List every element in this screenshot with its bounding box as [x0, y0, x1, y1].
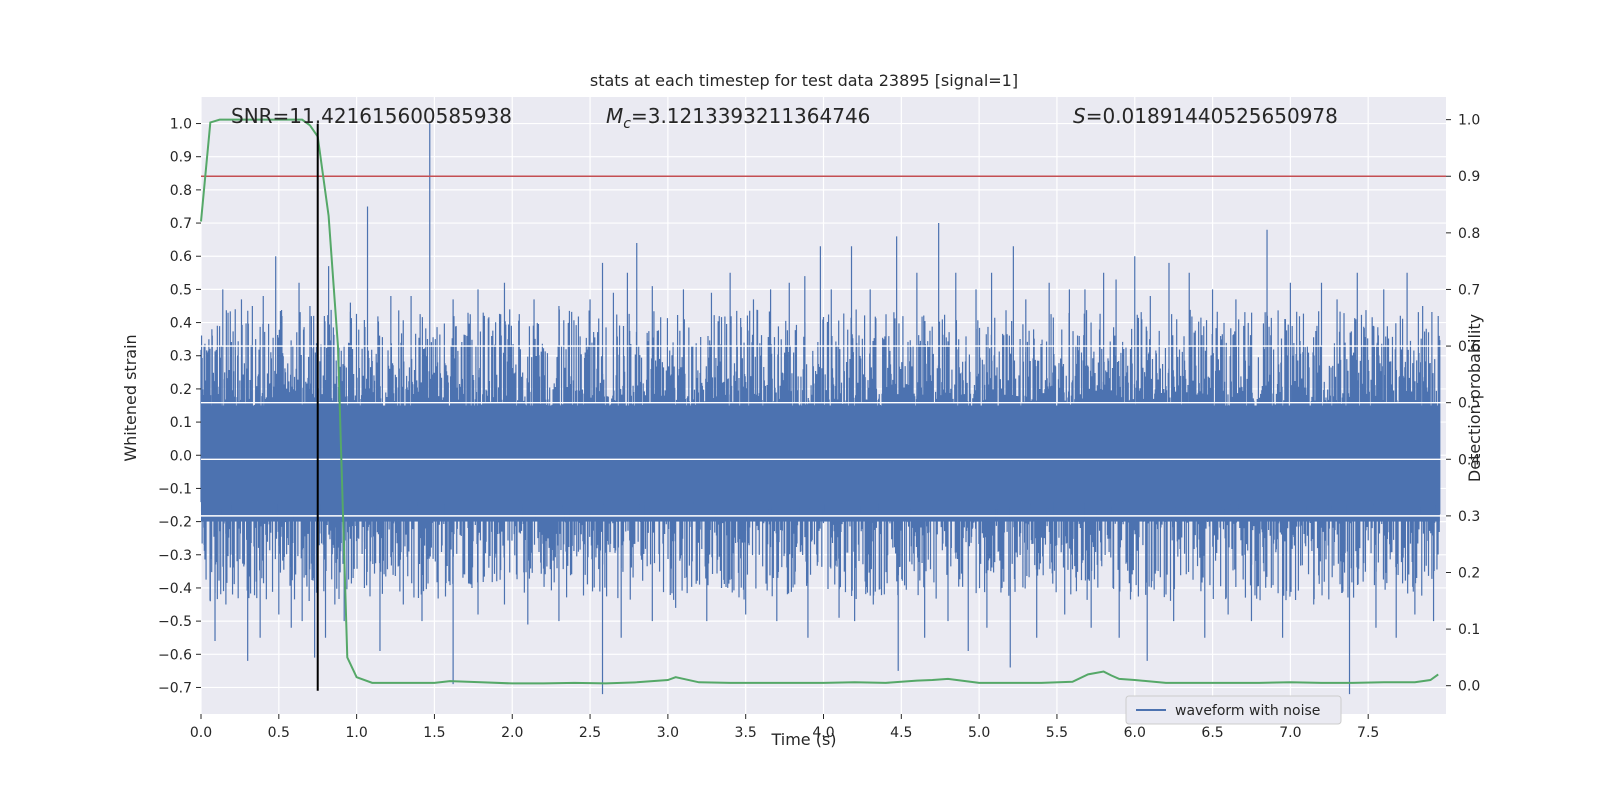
y-left-tick-label: 0.8: [170, 183, 192, 199]
s-value: =0.01891440525650978: [1086, 104, 1338, 128]
x-tick-label: 7.5: [1357, 725, 1379, 741]
y-left-tick-label: 0.6: [170, 249, 192, 265]
x-tick-label: 3.0: [657, 725, 679, 741]
y-right-tick-label: 1.0: [1458, 113, 1480, 129]
x-tick-label: 0.0: [190, 725, 212, 741]
y-left-tick-label: 0.4: [170, 316, 192, 332]
x-tick-label: 6.5: [1201, 725, 1223, 741]
x-tick-label: 2.5: [579, 725, 601, 741]
y-left-tick-label: 0.5: [170, 282, 192, 298]
y-left-tick-label: −0.2: [158, 515, 192, 531]
y-right-axis-label: Detection probability: [1465, 314, 1484, 482]
x-tick-label: 6.0: [1124, 725, 1146, 741]
waveform-gridlines-overlay: [201, 345, 1446, 517]
y-right-tick-label: 0.9: [1458, 169, 1480, 185]
y-right-tick-label: 0.6: [1458, 339, 1480, 355]
y-left-tick-labels: 1.0 0.9 0.8 0.7 0.6 0.5 0.4 0.3 0.2 0.1 0.0 −0.1 −0.…: [158, 117, 201, 696]
snr-annotation: SNR=11.421615600585938: [231, 104, 512, 128]
y-left-tick-label: −0.4: [158, 581, 192, 597]
y-left-axis-label: Whitened strain: [121, 334, 140, 461]
legend-label: waveform with noise: [1175, 703, 1320, 719]
x-tick-label: 4.0: [812, 725, 834, 741]
y-right-tick-labels: 1.0 0.9 0.8 0.7 0.6 0.5 0.4 0.3 0.2 0.1 0.0: [1446, 113, 1480, 695]
y-left-tick-label: −0.6: [158, 647, 192, 663]
y-left-tick-label: 0.7: [170, 216, 192, 232]
legend: waveform with noise: [1125, 695, 1342, 725]
y-left-tick-label: 0.2: [170, 382, 192, 398]
y-right-tick-label: 0.0: [1458, 679, 1480, 695]
x-tick-label: 0.5: [268, 725, 290, 741]
y-left-tick-label: −0.1: [158, 481, 192, 497]
y-right-tick-label: 0.3: [1458, 509, 1480, 525]
chart-title: stats at each timestep for test data 238…: [590, 71, 1018, 90]
mc-symbol: M: [606, 104, 623, 128]
y-left-tick-label: 0.0: [170, 448, 192, 464]
x-tick-label: 7.0: [1279, 725, 1301, 741]
y-right-tick-label: 0.5: [1458, 396, 1480, 412]
x-axis-label: Time (s): [770, 730, 836, 749]
s-annotation: S=0.01891440525650978: [1073, 104, 1338, 128]
x-tick-label: 5.0: [968, 725, 990, 741]
x-tick-label: 1.5: [423, 725, 445, 741]
y-right-tick-label: 0.2: [1458, 565, 1480, 581]
x-tick-label: 3.5: [735, 725, 757, 741]
y-right-tick-label: 0.8: [1458, 226, 1480, 242]
s-symbol: S: [1073, 104, 1086, 128]
mc-annotation: Mc=3.1213393211364746: [606, 104, 870, 132]
x-tick-label: 5.5: [1046, 725, 1068, 741]
detection-probability-line: [200, 118, 1439, 685]
y-left-tick-label: −0.7: [158, 680, 192, 696]
x-tick-label: 2.0: [501, 725, 523, 741]
y-left-tick-label: −0.5: [158, 614, 192, 630]
legend-box: [1125, 695, 1342, 725]
y-left-tick-label: 0.3: [170, 349, 192, 365]
y-left-tick-label: −0.3: [158, 548, 192, 564]
y-right-tick-label: 0.4: [1458, 452, 1480, 468]
y-left-tick-label: 0.1: [170, 415, 192, 431]
y-right-tick-label: 0.1: [1458, 622, 1480, 638]
y-left-tick-label: 0.9: [170, 150, 192, 166]
waveform-trace: [200, 123, 1441, 695]
y-right-tick-label: 0.7: [1458, 282, 1480, 298]
x-tick-labels: 0.0 0.5 1.0 1.5 2.0 2.5 3.0 3.5 4.0 4.5 5.0 5.5 6.0 6…: [190, 714, 1379, 741]
mc-value: =3.1213393211364746: [631, 104, 870, 128]
waveform-series: [200, 123, 1441, 695]
x-tick-label: 1.0: [345, 725, 367, 741]
x-tick-label: 4.5: [890, 725, 912, 741]
y-left-tick-label: 1.0: [170, 117, 192, 133]
mc-subscript: c: [623, 116, 631, 132]
